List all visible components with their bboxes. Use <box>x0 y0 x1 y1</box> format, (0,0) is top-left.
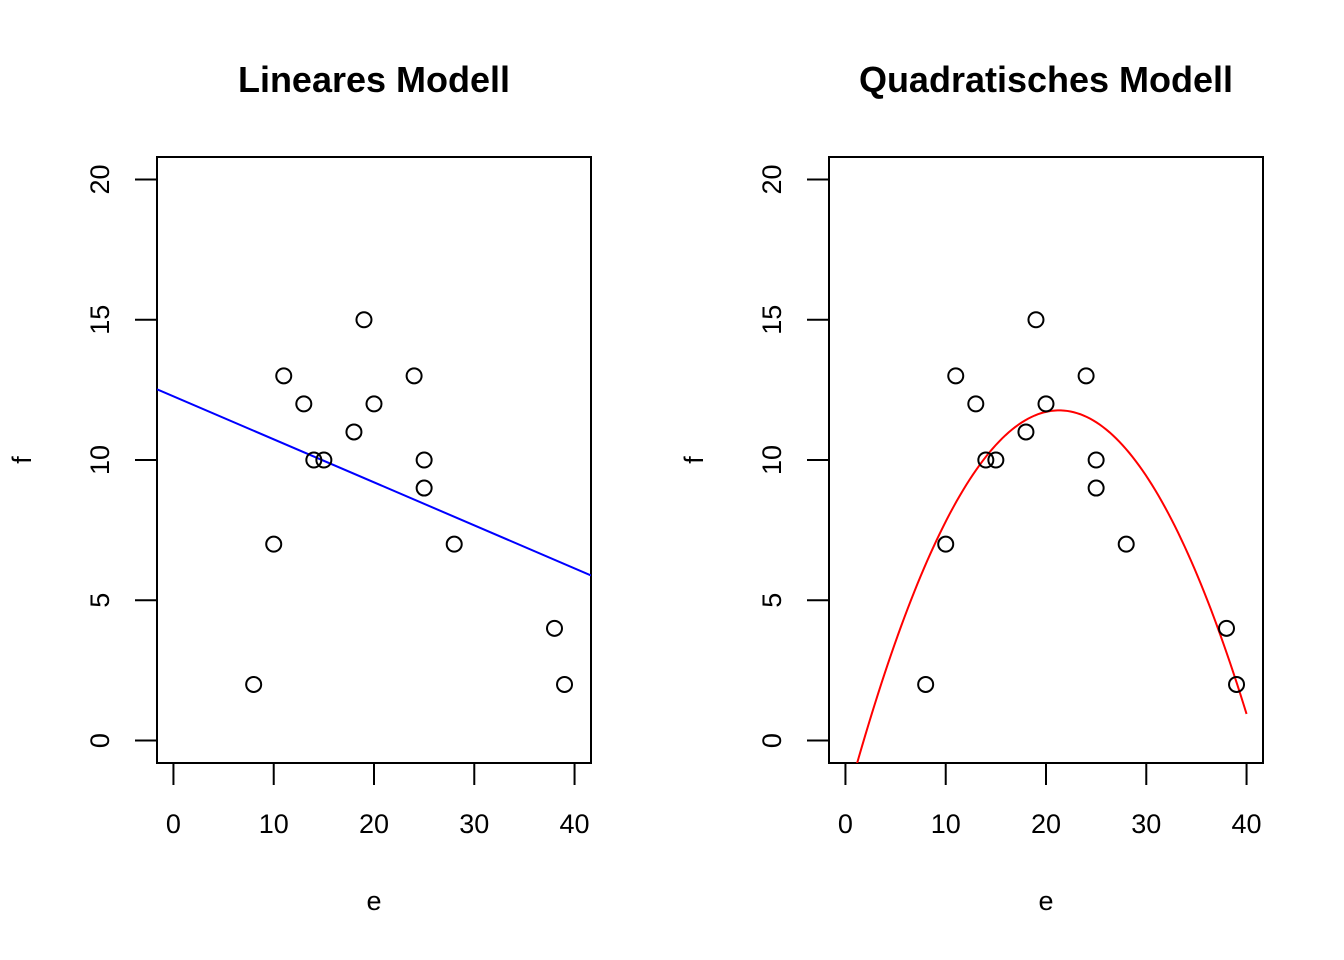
left-x-axis-label: e <box>366 886 381 916</box>
left-data-point <box>305 451 323 469</box>
left-data-point <box>295 395 313 413</box>
right-data-point <box>947 367 965 385</box>
left-y-tick-label: 0 <box>85 733 115 748</box>
left-data-point <box>556 675 574 693</box>
right-data-point <box>1037 395 1055 413</box>
right-plot-frame <box>828 156 1264 764</box>
left-y-tick-label: 10 <box>85 445 115 475</box>
left-data-point <box>315 451 333 469</box>
right-data-point <box>1027 311 1045 329</box>
right-data-point <box>1087 479 1105 497</box>
left-chart-title: Lineares Modell <box>238 59 510 100</box>
right-y-tick-label: 0 <box>757 733 787 748</box>
right-data-point <box>1117 535 1135 553</box>
right-panel: Quadratisches Modell 0 10 20 30 40 e 0 5 10 15 20 f <box>679 59 1264 916</box>
right-y-tick-label: 10 <box>757 445 787 475</box>
left-data-point <box>445 535 463 553</box>
left-data-point <box>415 451 433 469</box>
left-data-point <box>345 423 363 441</box>
left-data-point <box>275 367 293 385</box>
right-x-tick-label: 40 <box>1232 809 1262 839</box>
right-data-point <box>1087 451 1105 469</box>
left-x-tick-label: 40 <box>560 809 590 839</box>
left-data-point <box>265 535 283 553</box>
left-data-point <box>545 619 563 637</box>
left-data-point <box>415 479 433 497</box>
left-y-tick-label: 15 <box>85 305 115 335</box>
right-data-point <box>967 395 985 413</box>
right-data-point <box>917 675 935 693</box>
left-plot-frame <box>156 156 592 764</box>
left-x-tick-label: 0 <box>166 809 181 839</box>
right-x-tick-label: 10 <box>931 809 961 839</box>
left-data-point <box>245 675 263 693</box>
right-data-point <box>1228 675 1246 693</box>
right-data-point <box>987 451 1005 469</box>
right-data-point <box>1217 619 1235 637</box>
right-data-point <box>977 451 995 469</box>
left-fit-line <box>157 388 591 577</box>
left-y-axis-label: f <box>7 456 37 464</box>
right-y-tick-label: 5 <box>757 593 787 608</box>
right-chart-title: Quadratisches Modell <box>859 59 1233 100</box>
left-y-tick-label: 5 <box>85 593 115 608</box>
right-x-tick-label: 30 <box>1131 809 1161 839</box>
right-fit-line <box>856 409 1248 763</box>
left-x-tick-label: 10 <box>259 809 289 839</box>
left-data-point <box>355 311 373 329</box>
right-data-point <box>937 535 955 553</box>
right-x-axis-label: e <box>1038 886 1053 916</box>
right-data-point <box>1017 423 1035 441</box>
right-y-tick-label: 15 <box>757 305 787 335</box>
left-x-tick-label: 30 <box>459 809 489 839</box>
right-x-tick-label: 20 <box>1031 809 1061 839</box>
right-data-point <box>1077 367 1095 385</box>
left-y-tick-label: 20 <box>85 164 115 194</box>
right-y-axis-label: f <box>679 456 709 464</box>
left-data-point <box>405 367 423 385</box>
left-data-point <box>365 395 383 413</box>
right-x-tick-label: 0 <box>838 809 853 839</box>
right-y-tick-label: 20 <box>757 164 787 194</box>
left-x-tick-label: 20 <box>359 809 389 839</box>
left-panel: Lineares Modell 0 10 20 30 40 e 0 5 10 15 20 f <box>7 59 592 916</box>
